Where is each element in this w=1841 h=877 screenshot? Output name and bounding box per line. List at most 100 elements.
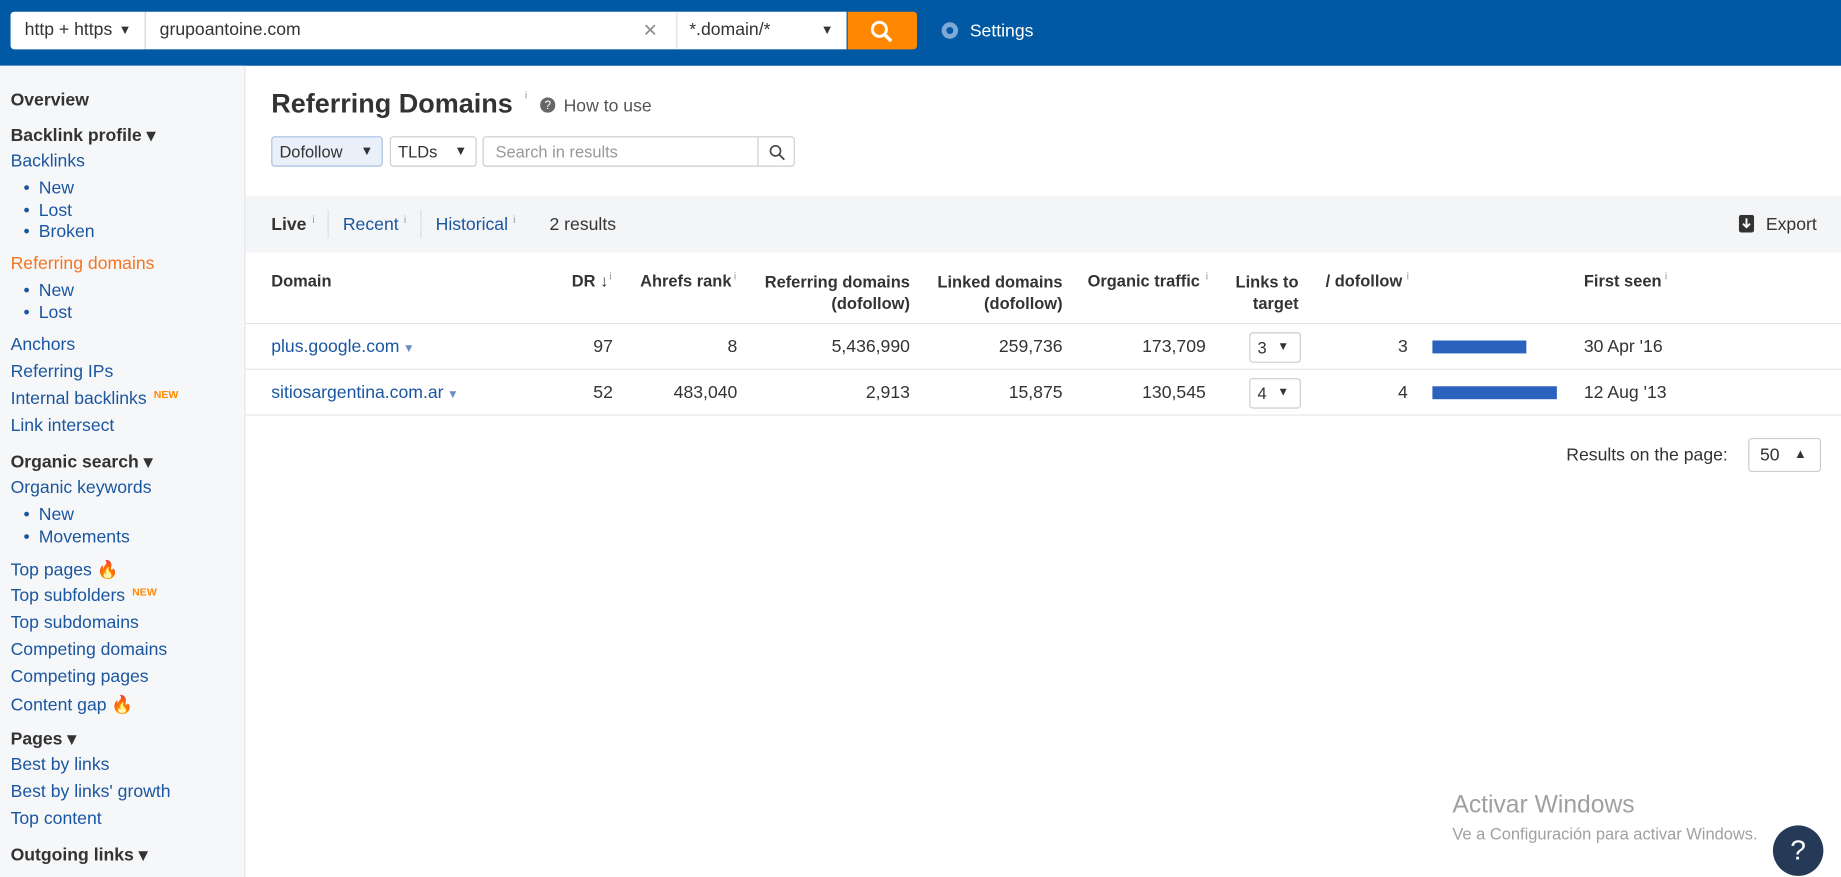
nav-heading[interactable]: Outgoing links ▾	[10, 845, 148, 866]
divider	[420, 210, 422, 239]
label: DR	[571, 271, 596, 291]
tlds-filter[interactable]: TLDs ▼	[389, 136, 477, 167]
col-header[interactable]: Domain	[271, 271, 332, 291]
svg-text:?: ?	[544, 99, 551, 112]
search-button[interactable]	[757, 137, 795, 166]
help-icon: ?	[540, 97, 556, 113]
nav-link[interactable]: Organic keywords	[10, 477, 152, 498]
nav-active[interactable]: Referring domains	[10, 253, 155, 274]
mode-select[interactable]: *.domain/* ▼	[677, 11, 847, 50]
nav-sub[interactable]: Lost	[23, 303, 72, 323]
nav-heading[interactable]: Backlink profile ▾	[10, 125, 156, 146]
search-icon	[870, 20, 893, 43]
dr: 97	[593, 336, 613, 357]
nav-link[interactable]: Referring IPs	[10, 361, 114, 382]
nav-link[interactable]: Competing domains	[10, 639, 168, 660]
settings[interactable]: Settings	[969, 21, 1034, 42]
info: i	[1664, 270, 1668, 282]
info: i	[312, 213, 315, 226]
col-header[interactable]: Links to target	[1235, 272, 1299, 313]
nav-link[interactable]: Best by links	[10, 754, 110, 775]
clear[interactable]: ×	[643, 17, 658, 44]
nav-link[interactable]: Internal backlinks NEW	[11, 389, 179, 409]
caret: ▲	[1794, 447, 1807, 462]
nav-sub[interactable]: New	[23, 178, 74, 198]
organic-traffic: 130,545	[1142, 382, 1206, 403]
domain-link[interactable]: plus.google.com ▼	[271, 337, 414, 357]
url: grupoantoine.com	[159, 19, 301, 40]
pagination-label: Results on the page:	[1566, 444, 1728, 465]
nav-sub[interactable]: Lost	[23, 201, 72, 221]
caret: ▼	[447, 388, 459, 402]
value: 50	[1759, 444, 1780, 465]
referring-domains: 2,913	[865, 382, 910, 403]
col-header[interactable]: Linked domains (dofollow)	[937, 272, 1063, 313]
col-header[interactable]: Ahrefs rank	[640, 271, 732, 291]
col-header[interactable]: Referring domains (dofollow)	[764, 272, 910, 313]
heading: Backlink profile	[10, 125, 142, 146]
nav-sub[interactable]: New	[23, 505, 74, 525]
nav-link[interactable]: Top subfolders NEW	[11, 586, 157, 606]
search-button[interactable]	[847, 11, 917, 50]
label: Content gap	[10, 695, 107, 716]
export-icon	[1738, 214, 1755, 233]
nav-link[interactable]: Top content	[10, 808, 102, 829]
dofollow: 3	[1397, 336, 1408, 357]
nav-sub[interactable]: Movements	[24, 527, 130, 547]
search-input[interactable]: Search in results	[482, 136, 795, 167]
col-header[interactable]: First seen	[1583, 271, 1662, 291]
help-button[interactable]: ?	[1772, 825, 1824, 876]
info: i	[524, 89, 528, 101]
info: i	[733, 270, 737, 282]
table-row: sitiosargentina.com.ar ▼ 52 483,040 2,913 15,…	[245, 370, 1841, 416]
nav-link[interactable]: Competing pages	[10, 666, 149, 687]
caret: ▼	[1277, 340, 1290, 354]
tabs-bar: Live i Recent i Historical i 2 results Expo…	[245, 196, 1841, 253]
dr: 52	[593, 382, 613, 403]
url-input[interactable]: grupoantoine.com ×	[145, 11, 678, 50]
nav-link[interactable]: Anchors	[10, 334, 76, 355]
info: i	[609, 270, 612, 282]
heading: Pages	[10, 729, 63, 750]
mode: *.domain/*	[689, 19, 771, 40]
info: i	[403, 213, 407, 226]
domain: plus.google.com	[271, 336, 400, 357]
ahrefs-rank: 483,040	[673, 382, 738, 403]
nav-heading[interactable]: Pages ▾	[10, 729, 77, 750]
badge: NEW	[132, 585, 157, 598]
dofollow-filter[interactable]: Dofollow ▼	[271, 136, 383, 167]
nav-link[interactable]: Best by links' growth	[10, 781, 171, 802]
page-title: Referring Domains	[271, 88, 513, 119]
tab-live[interactable]: Live	[271, 214, 307, 235]
ahrefs-rank: 8	[727, 336, 738, 357]
nav-link[interactable]: Backlinks	[10, 151, 85, 172]
nav-overview[interactable]: Overview	[10, 90, 89, 111]
tab-historical[interactable]: Historical	[435, 214, 509, 235]
nav-heading[interactable]: Organic search ▾	[10, 452, 153, 472]
label: Top pages	[10, 560, 92, 581]
nav-link[interactable]: Link intersect	[10, 415, 115, 436]
nav-sub[interactable]: Broken	[24, 222, 95, 242]
label: Top subfolders	[10, 585, 126, 606]
results-count: 2 results	[549, 214, 617, 235]
dofollow-bar	[1432, 340, 1526, 354]
watermark-title: Activar Windows	[1452, 791, 1635, 819]
table-header: Domain DR ↓ i Ahrefs rank i Referring doma…	[245, 252, 1841, 325]
col-header[interactable]: DR ↓	[571, 271, 609, 291]
caret: ▼	[820, 23, 834, 38]
col-header[interactable]: / dofollow	[1325, 271, 1403, 291]
domain-link[interactable]: sitiosargentina.com.ar ▼	[271, 383, 458, 403]
how-to-use[interactable]: How to use	[563, 96, 652, 117]
export[interactable]: Export	[1765, 214, 1817, 235]
nav-sub[interactable]: New	[23, 281, 74, 301]
links-select[interactable]: 4 ▼	[1249, 378, 1301, 409]
protocol-select[interactable]: http + https ▼	[10, 11, 146, 50]
nav-link[interactable]: Content gap 🔥	[11, 694, 134, 715]
tab-recent[interactable]: Recent	[342, 214, 399, 235]
links-select[interactable]: 3 ▼	[1249, 332, 1301, 363]
nav-link[interactable]: Top pages 🔥	[11, 559, 119, 580]
page-size-select[interactable]: 50 ▲	[1748, 437, 1822, 472]
col-header[interactable]: Organic traffic	[1087, 271, 1200, 291]
nav-link[interactable]: Top subdomains	[10, 612, 139, 633]
